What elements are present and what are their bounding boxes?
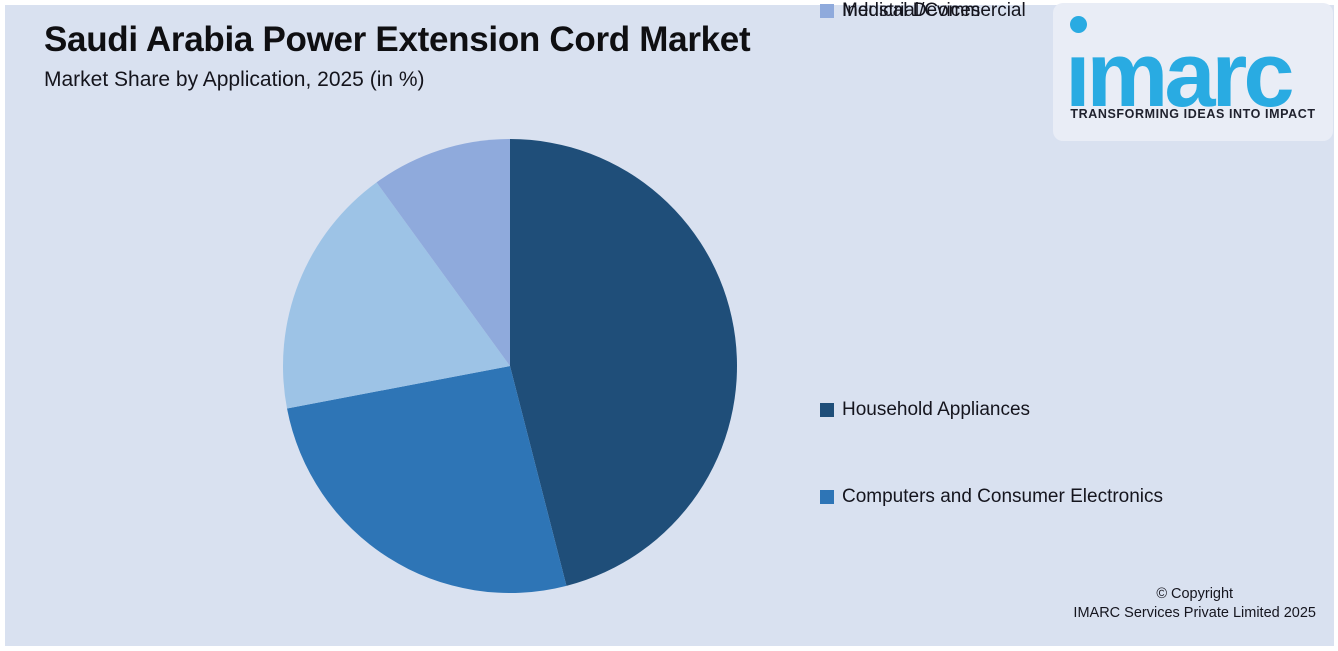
pie-slice [287,366,567,594]
legend-item-industrial-commercial: Industrial/Commercial [820,0,1026,22]
legend-item-household-appliances: Household Appliances [820,399,1030,421]
pie-slice [510,139,738,586]
pie-chart [282,139,738,594]
imarc-logo: ımarc TRANSFORMING IDEAS INTO IMPACT [1053,3,1333,141]
copyright-notice: © Copyright IMARC Services Private Limit… [1073,585,1316,623]
imarc-logo-tagline: TRANSFORMING IDEAS INTO IMPACT [1070,107,1316,121]
legend-item-computers-consumer-electronics: Computers and Consumer Electronics [820,486,1163,508]
legend-color-swatch [820,403,834,417]
legend-label: Industrial/Commercial [842,0,1026,21]
copyright-line2: IMARC Services Private Limited 2025 [1073,605,1316,621]
pie-slice [376,139,510,366]
legend-color-swatch [820,4,834,18]
legend-label: Computers and Consumer Electronics [842,486,1164,507]
pie-slice [282,182,510,409]
legend-color-swatch [820,490,834,504]
logo-i-dot-icon [1070,16,1087,33]
legend-label: Household Appliances [842,399,1031,420]
legend-label: Medical Devices [842,0,981,21]
chart-title: Saudi Arabia Power Extension Cord Market [44,20,751,59]
copyright-line1: © Copyright [1156,586,1234,602]
imarc-logo-text: ımarc [1065,24,1294,126]
chart-subtitle: Market Share by Application, 2025 (in %) [44,68,425,91]
